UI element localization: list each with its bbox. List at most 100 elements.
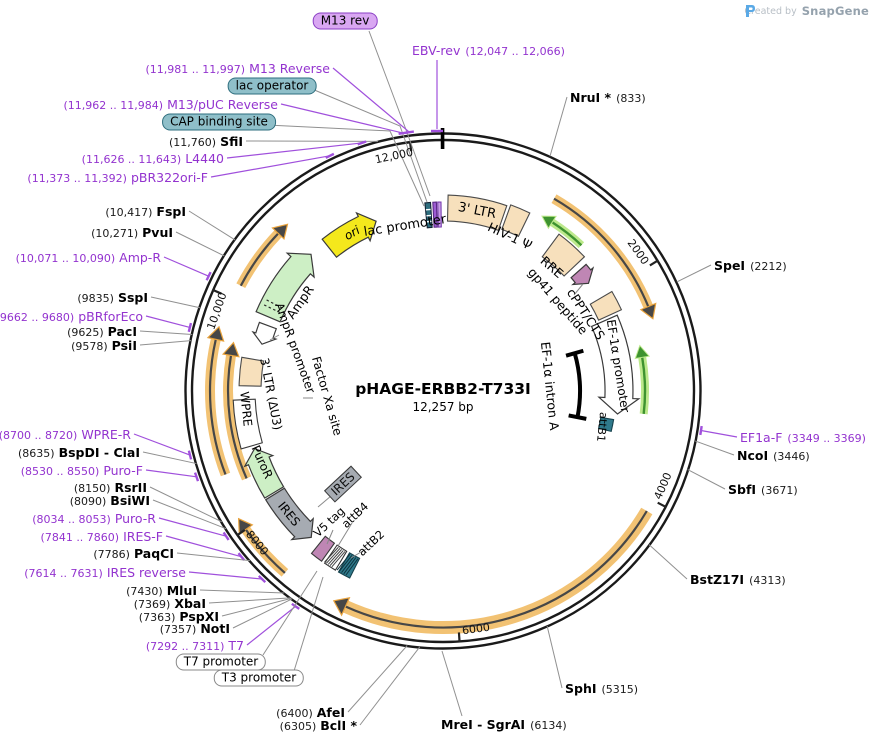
feature-3ltr-du3[interactable] [238,356,265,387]
feature-ampr-promoter[interactable] [251,321,278,345]
label-part-name-nrui: NruI * [570,90,612,105]
primer-label-m13-reverse[interactable]: (11,981 .. 11,997) M13 Reverse [146,60,330,77]
label-part-pre-xbai: (7369) [133,598,171,611]
enzyme-label-bsiwi[interactable]: (8090) BsiWI [70,492,150,509]
feature-wpre[interactable] [232,398,263,450]
feature-box-label-m13-rev-box[interactable]: M13 rev [312,12,378,30]
primer-label-puro-f[interactable]: (8530 .. 8550) Puro-F [21,462,143,479]
primer-label-ebv-rev[interactable]: EBV-rev (12,047 .. 12,066) [412,42,565,59]
callout-line-sbfi [687,469,726,490]
callout-line-t3-promoter [293,576,324,672]
enzyme-label-pvui[interactable]: (10,271) PvuI [91,224,173,241]
green-arrow-head-rre [541,215,557,230]
orf-arrow-core-bottom-left [244,528,286,574]
primer-site-tick-puro-f [193,472,200,482]
enzyme-label-spei[interactable]: SpeI (2212) [714,257,787,274]
enzyme-label-mlui[interactable]: (7430) MluI [126,582,197,599]
primer-label-ef1a-f[interactable]: EF1a-F (3349 .. 3369) [740,429,866,446]
feature-box-label-lac-operator[interactable]: lac operator [227,77,317,95]
feature-lac-cluster-violet[interactable] [437,201,442,228]
primer-label-ires-reverse[interactable]: (7614 .. 7631) IRES reverse [24,564,186,581]
callout-line-lac-operator [311,88,428,203]
enzyme-label-rsrii[interactable]: (8150) RsrII [74,479,147,496]
primer-label-wpre-r[interactable]: (8700 .. 8720) WPRE-R [0,426,131,443]
enzyme-label-noti[interactable]: (7357) NotI [160,620,230,637]
primer-label-pbrforeco[interactable]: (9662 .. 9680) pBRforEco [0,308,143,325]
label-part-name-spei: SpeI [714,258,746,273]
feature-gp41-peptide[interactable] [570,263,595,286]
enzyme-label-fspi[interactable]: (10,417) FspI [105,203,186,220]
primer-label-ires-f[interactable]: (7841 .. 7860) IRES-F [41,528,163,545]
enzyme-label-sspi[interactable]: (9835) SspI [77,289,148,306]
primer-label-t7[interactable]: (7292 .. 7311) T7 [146,637,244,654]
label-part-pre-sfii: (11,760) [169,136,217,149]
orf-arrow-band-top-left[interactable] [236,229,282,289]
primer-label-puro-r[interactable]: (8034 .. 8053) Puro-R [32,510,156,527]
label-part-post-nrui: (833) [616,92,646,105]
enzyme-label-sphi[interactable]: SphI (5315) [565,680,638,697]
primer-site-tick-wpre-r [187,450,193,460]
orf-arrow-core-erbb2 [345,510,648,629]
primer-label-amp-r[interactable]: (10,071 .. 10,090) Amp-R [16,249,161,266]
feature-v5-tag[interactable] [310,535,336,562]
primer-label-m13-puc-reverse[interactable]: (11,962 .. 11,984) M13/pUC Reverse [64,96,279,113]
primer-label-pbr322ori-f[interactable]: (11,373 .. 11,392) pBR322ori-F [27,169,208,186]
primer-site-tick-amp-r [205,271,212,281]
feature-box-label-text-cap-binding-site: CAP binding site [170,114,268,129]
feature-ampr[interactable] [255,252,315,323]
callout-line-afei [347,645,408,713]
enzyme-label-pspxi[interactable]: (7363) PspXI [139,608,219,625]
primer-label-l4440[interactable]: (11,626 .. 11,643) L4440 [82,150,224,167]
enzyme-label-sfii[interactable]: (11,760) SfiI [169,133,243,150]
label-part-name-ires-reverse: IRES reverse [106,565,186,580]
green-arrow-core-ef1a [641,357,647,415]
enzyme-label-psii[interactable]: (9578) PsiI [71,337,137,354]
label-part-name-bsiwi: BsiWI [110,493,150,508]
label-part-sep-bspdi-clai: - [99,445,114,460]
orf-arrow-band-erbb2[interactable] [342,507,653,635]
enzyme-label-paci[interactable]: (9625) PacI [67,323,137,340]
enzyme-label-paqci[interactable]: (7786) PaqCI [93,545,174,562]
enzyme-label-mrei-sgrai[interactable]: MreI - SgrAI (6134) [441,716,567,733]
label-part-name-rsrii: RsrII [114,480,147,495]
enzyme-label-sbfi[interactable]: SbfI (3671) [728,481,798,498]
feature-ef1a-intron-a-arc[interactable] [572,352,583,418]
callout-line-noti [232,598,293,629]
callout-line-ires-reverse [188,571,263,580]
feature-3ltr-top[interactable] [446,194,508,231]
enzyme-label-bstz17i[interactable]: BstZ17I (4313) [690,571,786,588]
label-part-pre-wpre-r: (8700 .. 8720) [0,429,78,442]
label-part-name-bstz17i: BstZ17I [690,572,745,587]
label-part-pre-bspdi-clai: (8635) [18,447,55,460]
feature-lac-cluster-purple[interactable] [432,201,438,228]
enzyme-label-afei[interactable]: (6400) AfeI [276,704,345,721]
feature-ires[interactable] [264,487,314,541]
feature-rre[interactable] [541,233,586,277]
feature-attb4[interactable] [323,544,348,571]
label-part-name2-bspdi-clai: ClaI [113,445,140,460]
feature-hiv1-psi[interactable] [501,204,531,238]
callout-line-ef1a-f [700,429,738,438]
attb4-hatch [331,551,346,568]
label-part-pre-ires-f: (7841 .. 7860) [40,531,120,544]
primer-site-tick-ires-reverse [257,575,267,584]
orf-arrow-head-erbb2 [332,596,351,617]
feature-link-line [573,283,584,296]
enzyme-label-ncoi[interactable]: NcoI (3446) [737,447,810,464]
feature-ef1a-promoter[interactable] [590,314,641,415]
feature-box-label-cap-binding-site[interactable]: CAP binding site [162,113,276,131]
enzyme-label-bspdi-clai[interactable]: (8635) BspDI - ClaI [18,444,140,461]
feature-box-label-t3-promoter[interactable]: T3 promoter [213,669,305,687]
scale-tick-8000 [236,529,246,537]
feature-box-label-t7-promoter[interactable]: T7 promoter [175,653,267,671]
feature-cppt-cts[interactable] [589,290,623,321]
enzyme-label-nrui[interactable]: NruI * (833) [570,89,646,106]
feature-puror[interactable] [243,447,285,499]
enzyme-label-xbai[interactable]: (7369) XbaI [134,595,206,612]
enzyme-label-bcli[interactable]: (6305) BclI * [280,717,357,734]
scale-tick-2000 [649,259,659,267]
orf-arrow-core-left-outer [208,339,227,475]
feature-ori[interactable] [321,211,377,259]
feature-attb1[interactable] [597,416,615,433]
callout-line-bcli [359,646,421,726]
